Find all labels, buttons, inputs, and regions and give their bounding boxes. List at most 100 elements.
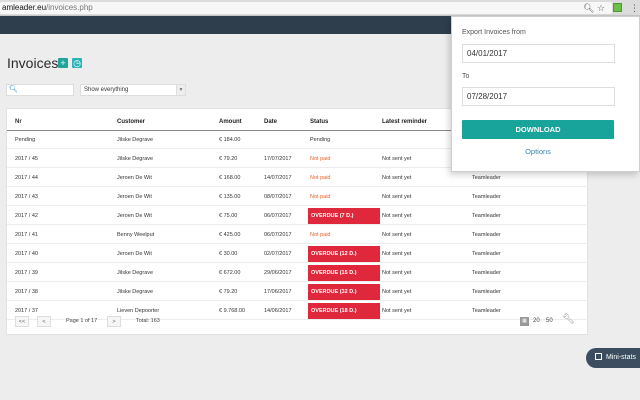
cell-latest-reminder: Not sent yet [382, 232, 412, 238]
from-label: Export Invoices from [462, 29, 526, 36]
table-row[interactable]: Pending Jilske Degrave € 184.00 Pending [7, 131, 589, 149]
cell-date: 08/07/2017 [264, 194, 292, 200]
prev-page-button[interactable]: < [37, 316, 51, 327]
menu-icon[interactable]: ⋮ [630, 3, 639, 13]
cell-date: 29/06/2017 [264, 270, 292, 276]
options-link[interactable]: Options [525, 147, 551, 156]
ministats-label: Mini-stats [606, 354, 636, 361]
cell-date: 06/07/2017 [264, 213, 292, 219]
recurring-invoice-button[interactable]: ◷ [72, 58, 82, 68]
cell-source: Teamleader [472, 308, 501, 314]
add-invoice-button[interactable]: + [58, 58, 68, 68]
cell-customer: Lieven Depoorter [117, 308, 160, 314]
cell-nr: 2017 / 38 [15, 289, 38, 295]
cell-status: OVERDUE (15 D.) [308, 265, 380, 281]
cell-latest-reminder: Not sent yet [382, 156, 412, 162]
cell-customer: Jilske Degrave [117, 137, 154, 143]
per-page-50[interactable]: 50 [546, 318, 553, 324]
cell-status: OVERDUE (7 D.) [308, 208, 380, 224]
cell-customer: Jilske Degrave [117, 289, 154, 295]
table-row[interactable]: 2017 / 43 Jeroen De Wit € 135.00 08/07/2017… [7, 188, 589, 206]
table-row[interactable]: 2017 / 37 Lieven Depoorter € 9.768.00 14/06… [7, 302, 589, 320]
cell-amount: € 425.00 [219, 232, 241, 238]
cell-status: Not paid [310, 194, 331, 200]
cell-latest-reminder: Not sent yet [382, 194, 412, 200]
cell-latest-reminder: Not sent yet [382, 251, 412, 257]
cell-source: Teamleader [472, 251, 501, 257]
address-bar[interactable]: amleader.eu/invoices.php [0, 2, 612, 14]
cell-status: OVERDUE (32 D.) [308, 284, 380, 300]
table-row[interactable]: 2017 / 40 Jeroen De Wit € 30.00 02/07/2017 O… [7, 245, 589, 263]
cell-nr: 2017 / 40 [15, 251, 38, 257]
stats-icon [595, 353, 602, 360]
star-icon[interactable]: ☆ [597, 3, 606, 13]
cell-date: 14/07/2017 [264, 175, 292, 181]
col-amount[interactable]: Amount [219, 119, 242, 125]
extension-icon[interactable] [613, 3, 622, 12]
cell-status: Not paid [310, 156, 331, 162]
cell-status: Not paid [310, 175, 331, 181]
url-path: /invoices.php [46, 3, 93, 12]
cell-amount: € 168.00 [219, 175, 241, 181]
col-customer[interactable]: Customer [117, 119, 146, 125]
table-row[interactable]: 2017 / 39 Jilske Degrave € 672.00 29/06/201… [7, 264, 589, 282]
url-host: amleader.eu [2, 3, 47, 12]
cell-date [264, 131, 308, 149]
table-row[interactable]: 2017 / 41 Benny Weelput € 425.00 06/07/2017… [7, 226, 589, 244]
cell-amount: € 135.00 [219, 194, 241, 200]
cell-nr: 2017 / 37 [15, 308, 38, 314]
search-icon[interactable]: 🔍︎ [583, 3, 595, 13]
cell-source: Teamleader [472, 175, 501, 181]
col-status[interactable]: Status [310, 119, 329, 125]
cell-nr: 2017 / 42 [15, 213, 38, 219]
wrench-icon[interactable]: 🔧︎ [562, 314, 575, 325]
cell-date: 17/06/2017 [264, 289, 292, 295]
cell-latest-reminder [382, 131, 462, 149]
cell-amount: € 30.00 [219, 251, 238, 257]
cell-date: 14/06/2017 [264, 308, 292, 314]
cell-status: OVERDUE (12 D.) [308, 246, 380, 262]
filter-select-value: Show everything [84, 87, 129, 93]
cell-amount: € 79.20 [219, 156, 238, 162]
cell-status: Not paid [310, 232, 331, 238]
browser-toolbar: amleader.eu/invoices.php 🔍︎ ☆ ⋮ [0, 0, 640, 16]
first-page-button[interactable]: << [15, 316, 29, 327]
cell-customer: Jilske Degrave [117, 270, 154, 276]
cell-amount: € 9.768.00 [219, 308, 245, 314]
cell-latest-reminder: Not sent yet [382, 213, 412, 219]
grid-icon[interactable]: ▦ [520, 317, 529, 326]
cell-status: OVERDUE (18 D.) [308, 303, 380, 319]
cell-latest-reminder: Not sent yet [382, 289, 412, 295]
cell-customer: Benny Weelput [117, 232, 155, 238]
cell-date: 02/07/2017 [264, 251, 292, 257]
table-row[interactable]: 2017 / 38 Jilske Degrave € 79.20 17/06/2017… [7, 283, 589, 301]
col-latest-reminder[interactable]: Latest reminder [382, 119, 428, 125]
search-input[interactable]: 🔍︎ [6, 84, 74, 96]
chevron-down-icon: ▼ [176, 85, 185, 95]
total-count: Total: 163 [136, 318, 160, 324]
cell-amount: € 672.00 [219, 270, 241, 276]
cell-latest-reminder: Not sent yet [382, 270, 412, 276]
download-button[interactable]: DOWNLOAD [462, 120, 614, 139]
cell-source: Teamleader [472, 289, 501, 295]
cell-amount: € 79.20 [219, 289, 238, 295]
table-row[interactable]: 2017 / 44 Jeroen De Wit € 168.00 14/07/2017… [7, 169, 589, 187]
cell-date: 17/07/2017 [264, 156, 292, 162]
page-title: Invoices [7, 55, 59, 71]
cell-date: 06/07/2017 [264, 232, 292, 238]
cell-nr: Pending [15, 137, 36, 143]
ministats-button[interactable]: Mini-stats [586, 348, 640, 368]
from-date-input[interactable] [462, 44, 615, 63]
cell-customer: Jeroen De Wit [117, 213, 152, 219]
col-nr[interactable]: Nr [15, 119, 22, 125]
to-date-input[interactable] [462, 87, 615, 106]
next-page-button[interactable]: > [107, 316, 121, 327]
table-row[interactable]: 2017 / 42 Jeroen De Wit € 75.00 06/07/2017 O… [7, 207, 589, 225]
cell-status: Pending [310, 137, 331, 143]
export-popup: Export Invoices from To DOWNLOAD Options [451, 16, 640, 172]
per-page-20[interactable]: 20 [533, 318, 540, 324]
cell-source: Teamleader [472, 232, 501, 238]
table-header: Nr Customer Amount Date Status Latest re… [7, 113, 589, 131]
filter-select[interactable]: Show everything ▼ [80, 84, 186, 96]
col-date[interactable]: Date [264, 119, 278, 125]
